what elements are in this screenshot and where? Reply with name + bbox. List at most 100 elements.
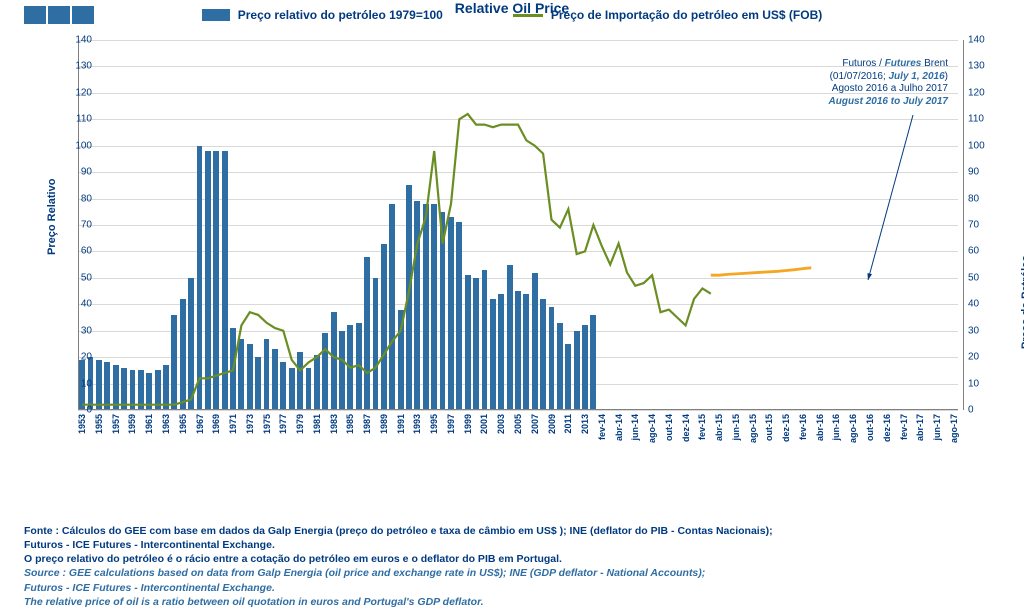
annot-l1a: Futuros / <box>842 58 884 69</box>
x-tick-label: 2001 <box>479 414 489 434</box>
x-tick-label: jun-14 <box>630 414 640 441</box>
x-tick-label: dez-15 <box>781 414 791 442</box>
x-tick-label: jun-15 <box>731 414 741 441</box>
x-tick-label: dez-14 <box>681 414 691 442</box>
ytick-right: 20 <box>968 352 992 363</box>
x-tick-label: 1971 <box>228 414 238 434</box>
ytick-right: 120 <box>968 87 992 98</box>
footer-en2: Futuros - ICE Futures - Intercontinental… <box>24 581 1000 595</box>
x-tick-label: 2003 <box>496 414 506 434</box>
ytick-left: 30 <box>68 325 92 336</box>
x-tick-label: 1999 <box>463 414 473 434</box>
annot-l4: August 2016 to July 2017 <box>829 96 949 109</box>
footer-en3: The relative price of oil is a ratio bet… <box>24 595 1000 609</box>
ytick-right: 30 <box>968 325 992 336</box>
x-tick-label: fev-15 <box>697 414 707 440</box>
footer-pt2: Futuros - ICE Futures - Intercontinental… <box>24 538 1000 552</box>
ytick-left: 40 <box>68 299 92 310</box>
x-axis-labels: 1953195519571959196119631965196719691971… <box>78 410 958 470</box>
x-tick-label: fev-16 <box>798 414 808 440</box>
x-tick-label: ago-15 <box>748 414 758 443</box>
x-tick-label: 1973 <box>245 414 255 434</box>
ytick-left: 20 <box>68 352 92 363</box>
annot-l2c: ) <box>945 71 948 82</box>
x-tick-label: 1977 <box>278 414 288 434</box>
x-tick-label: 1985 <box>345 414 355 434</box>
footer-en1: Source : GEE calculations based on data … <box>24 566 1000 580</box>
ytick-left: 70 <box>68 220 92 231</box>
ytick-right: 110 <box>968 114 992 125</box>
ytick-left: 90 <box>68 167 92 178</box>
x-tick-label: 1979 <box>295 414 305 434</box>
x-tick-label: abr-14 <box>614 414 624 441</box>
x-tick-label: 1969 <box>211 414 221 434</box>
x-tick-label: fev-14 <box>597 414 607 440</box>
ytick-right: 0 <box>968 405 992 416</box>
footer-pt1: Fonte : Cálculos do GEE com base em dado… <box>24 524 1000 538</box>
x-tick-label: 1961 <box>144 414 154 434</box>
x-tick-label: abr-16 <box>815 414 825 441</box>
legend-swatch-bar <box>202 9 230 21</box>
annot-l3: Agosto 2016 a Julho 2017 <box>829 83 949 96</box>
ytick-right: 70 <box>968 220 992 231</box>
x-tick-label: 1997 <box>446 414 456 434</box>
x-tick-label: out-14 <box>664 414 674 441</box>
x-tick-label: ago-14 <box>647 414 657 443</box>
annot-l2b: July 1, 2016 <box>889 71 945 82</box>
legend-label-bar: Preço relativo do petróleo 1979=100 <box>238 8 443 22</box>
ytick-right: 100 <box>968 140 992 151</box>
x-tick-label: jun-17 <box>932 414 942 441</box>
x-tick-label: jun-16 <box>831 414 841 441</box>
annot-l1b: Futures <box>885 58 922 69</box>
x-tick-label: 1963 <box>161 414 171 434</box>
ytick-right: 40 <box>968 299 992 310</box>
chart-container: Preço Relativo Preço do Petróleo Futuros… <box>48 40 988 470</box>
footer-pt3: O preço relativo do petróleo é o rácio e… <box>24 552 1000 566</box>
x-tick-label: 1983 <box>329 414 339 434</box>
x-tick-label: dez-16 <box>882 414 892 442</box>
ytick-left: 120 <box>68 87 92 98</box>
ytick-left: 60 <box>68 246 92 257</box>
x-tick-label: abr-15 <box>714 414 724 441</box>
x-tick-label: 1957 <box>111 414 121 434</box>
plot-border <box>78 40 958 410</box>
legend-item-line: Preço de Importação do petróleo em US$ (… <box>513 8 822 22</box>
ytick-right: 80 <box>968 193 992 204</box>
annot-l2a: (01/07/2016; <box>830 71 889 82</box>
ytick-left: 0 <box>68 405 92 416</box>
legend-label-line: Preço de Importação do petróleo em US$ (… <box>551 8 822 22</box>
x-tick-label: 1967 <box>195 414 205 434</box>
ytick-right: 130 <box>968 61 992 72</box>
x-tick-label: 2009 <box>547 414 557 434</box>
ytick-left: 110 <box>68 114 92 125</box>
futures-annotation: Futuros / Futures Brent (01/07/2016; Jul… <box>829 58 949 108</box>
x-tick-label: 1959 <box>127 414 137 434</box>
ytick-right: 60 <box>968 246 992 257</box>
x-tick-label: 2005 <box>513 414 523 434</box>
x-tick-label: out-15 <box>764 414 774 441</box>
x-tick-label: 1965 <box>178 414 188 434</box>
legend-item-bar: Preço relativo do petróleo 1979=100 <box>202 8 443 22</box>
x-tick-label: ago-17 <box>949 414 959 443</box>
footer-notes: Fonte : Cálculos do GEE com base em dado… <box>24 524 1000 609</box>
annot-l1c: Brent <box>921 58 948 69</box>
x-tick-label: 1975 <box>262 414 272 434</box>
x-tick-label: 1955 <box>94 414 104 434</box>
ytick-left: 100 <box>68 140 92 151</box>
x-tick-label: fev-17 <box>899 414 909 440</box>
x-tick-label: abr-17 <box>915 414 925 441</box>
ytick-left: 50 <box>68 272 92 283</box>
ytick-left: 130 <box>68 61 92 72</box>
ytick-right: 50 <box>968 272 992 283</box>
x-tick-label: out-16 <box>865 414 875 441</box>
x-tick-label: 1991 <box>396 414 406 434</box>
plot-area: Futuros / Futures Brent (01/07/2016; Jul… <box>78 40 958 410</box>
ytick-right: 140 <box>968 35 992 46</box>
x-tick-label: 1989 <box>379 414 389 434</box>
ytick-right: 10 <box>968 378 992 389</box>
y-axis-label-right: Preço do Petróleo <box>1020 255 1024 349</box>
x-tick-label: ago-16 <box>848 414 858 443</box>
ytick-left: 10 <box>68 378 92 389</box>
ytick-left: 80 <box>68 193 92 204</box>
x-tick-label: 1993 <box>412 414 422 434</box>
